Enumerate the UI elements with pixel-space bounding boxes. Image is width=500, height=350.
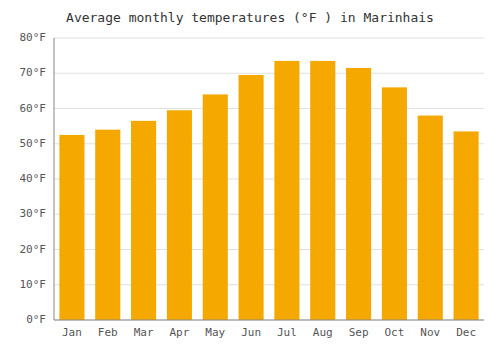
bar: [167, 110, 192, 320]
x-tick-label: Dec: [456, 326, 476, 339]
x-tick-label: Aug: [313, 326, 333, 339]
x-tick-label: Jan: [62, 326, 82, 339]
x-tick-label: Feb: [98, 326, 118, 339]
x-tick-label: Sep: [349, 326, 369, 339]
grid-line: [54, 38, 484, 39]
title: Average monthly temperatures (°F ) in Ma…: [66, 10, 434, 25]
grid-line: [54, 73, 484, 74]
x-tick-label: Mar: [134, 326, 154, 339]
x-tick-label: May: [205, 326, 225, 339]
y-tick-label: 80°F: [20, 31, 47, 44]
grid-line: [54, 108, 484, 109]
page: {"chart_data": {"type": "bar", "title": …: [0, 0, 500, 350]
grid: [54, 38, 484, 320]
x-tick-label: Jun: [241, 326, 261, 339]
y-tick-label: 0°F: [26, 313, 46, 326]
chart: 0°F 10°F 20°F 30°F 40°F 50°F 60°F 70°F 80°F Jan Fe…: [0, 0, 500, 350]
y-tick-label: 40°F: [20, 172, 47, 185]
bar: [131, 121, 156, 320]
bar: [310, 61, 335, 320]
x-axis: Jan Feb Mar Apr May Jun Jul Aug Sep Oct Nov Dec: [54, 38, 484, 339]
bar: [454, 131, 479, 320]
x-tick-label: Oct: [384, 326, 404, 339]
y-tick-label: 30°F: [20, 207, 47, 220]
bar: [203, 94, 228, 320]
bar: [95, 130, 120, 320]
y-tick-label: 70°F: [20, 66, 47, 79]
y-tick-label: 20°F: [20, 243, 47, 256]
y-tick-label: 60°F: [20, 102, 47, 115]
x-tick-label: Nov: [420, 326, 440, 339]
bar: [382, 87, 407, 320]
grid-line: [54, 320, 484, 321]
y-tick-label: 50°F: [20, 137, 47, 150]
bar: [239, 75, 264, 320]
x-axis-line: [54, 320, 484, 321]
bar: [274, 61, 299, 320]
bar: [59, 135, 84, 320]
x-tick-label: Jul: [277, 326, 297, 339]
y-axis-line: [54, 38, 55, 320]
x-tick-label: Apr: [169, 326, 189, 339]
y-axis: 0°F 10°F 20°F 30°F 40°F 50°F 60°F 70°F 80°F: [20, 31, 47, 326]
bars: [59, 61, 478, 320]
bar: [346, 68, 371, 320]
bar: [418, 116, 443, 320]
chart-container: 0°F 10°F 20°F 30°F 40°F 50°F 60°F 70°F 80°F Jan Fe…: [0, 0, 500, 350]
y-tick-label: 10°F: [20, 278, 47, 291]
